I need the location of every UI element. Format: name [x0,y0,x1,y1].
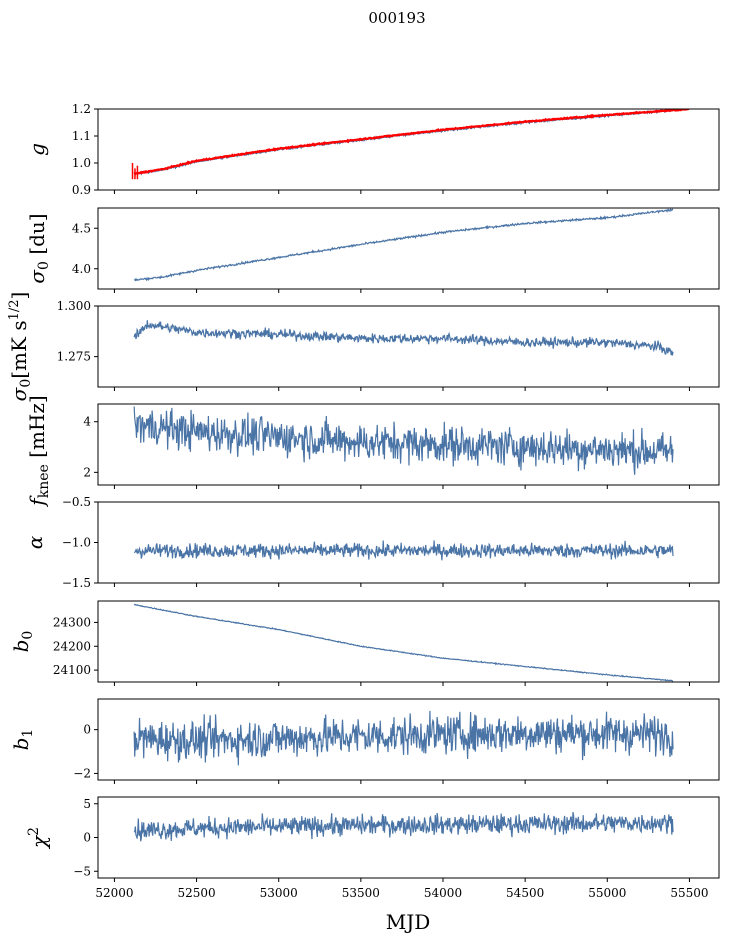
y-tick-label-sigma0_du-0: 4.0 [72,262,91,276]
y-tick-label-g-1: 1.0 [72,156,91,170]
x-axis-label: MJD [386,910,431,934]
series-line-b1-0 [133,710,674,766]
y-tick-label-g-0: 0.9 [72,183,91,197]
axes-frame-b1 [97,698,720,781]
panel-b1: −2 0 b1 [9,698,720,784]
y-tick-label-g-2: 1.1 [72,129,91,143]
panel-alpha: −1.5 −1.0 −0.5 α [23,495,720,590]
panel-chi2: −5 0 5 52000 52500 53000 53500 54000 54500 55000 5… [26,796,720,900]
axes-frame-sigma0_du [97,207,720,290]
series-line-fknee-0 [133,406,674,475]
series-line-g-0 [133,109,674,176]
y-axis-label-g: g [25,143,49,156]
y-tick-label-chi2-2: 5 [83,797,91,811]
y-axis-label-alpha: α [23,535,47,549]
y-tick-label-fknee-0: 2 [83,465,91,479]
x-tick-label-2: 53000 [260,886,298,900]
y-tick-label-alpha-0: −1.5 [62,576,91,590]
y-tick-label-b1-1: 0 [83,723,91,737]
y-tick-label-sigma0_mk-0: 1.275 [57,350,91,364]
axes-frame-fknee [97,403,720,486]
y-axis-label-b1: b1 [9,729,36,751]
x-tick-label-7: 55500 [670,886,708,900]
figure-title: 000193 [368,9,425,27]
panel-sigma0_mk: 1.275 1.300 σ0[mK s1/2] [7,292,720,402]
series-line-chi2-0 [133,812,674,842]
x-tick-label-1: 52500 [177,886,215,900]
y-tick-label-b1-0: −2 [73,766,91,780]
y-tick-label-fknee-1: 4 [83,415,91,429]
y-tick-label-chi2-1: 0 [83,831,91,845]
axes-frame-alpha [97,501,720,584]
y-tick-label-g-3: 1.2 [72,102,91,116]
x-tick-label-3: 53500 [342,886,380,900]
y-tick-label-alpha-2: −0.5 [62,495,91,509]
series-line-sigma0_mk-0 [133,320,674,356]
y-tick-label-alpha-1: −1.0 [62,536,91,550]
axes-frame-sigma0_mk [97,305,720,388]
axes-frame-g [97,108,720,191]
y-tick-label-b0-2: 24300 [53,615,91,629]
axes-frame-b0 [97,600,720,683]
panel-fknee: 2 4 fknee [mHz] [25,395,720,508]
y-tick-label-sigma0_du-1: 4.5 [72,221,91,235]
y-tick-label-b0-0: 24100 [53,663,91,677]
x-tick-label-6: 55000 [588,886,626,900]
series-line-alpha-0 [133,540,674,561]
y-axis-label-sigma0_du: σ0 [du] [25,213,52,283]
x-tick-label-0: 52000 [95,886,133,900]
y-axis-label-fknee: fknee [mHz] [25,395,52,507]
x-tick-label-5: 54500 [506,886,544,900]
y-axis-label-sigma0_mk: σ0[mK s1/2] [7,292,34,402]
y-axis-label-b0: b0 [9,631,36,653]
series-line-b0-0 [133,603,674,682]
panels: 0.9 1.0 1.1 1.2 g 4.0 4.5 σ0 [du] 1.275 1.300 σ0[m… [7,102,720,900]
series-line-g-1 [133,109,690,176]
panel-g: 0.9 1.0 1.1 1.2 g [25,102,720,197]
axes-frame-chi2 [97,796,720,879]
panel-sigma0_du: 4.0 4.5 σ0 [du] [25,207,720,293]
y-tick-label-b0-1: 24200 [53,639,91,653]
y-tick-label-sigma0_mk-1: 1.300 [57,299,91,313]
y-axis-label-chi2: χ2 [26,827,51,850]
panel-b0: 24100 24200 24300 b0 [9,600,720,686]
y-tick-label-chi2-0: −5 [73,864,91,878]
x-tick-label-4: 54000 [424,886,462,900]
series-line-sigma0_du-0 [133,208,674,282]
